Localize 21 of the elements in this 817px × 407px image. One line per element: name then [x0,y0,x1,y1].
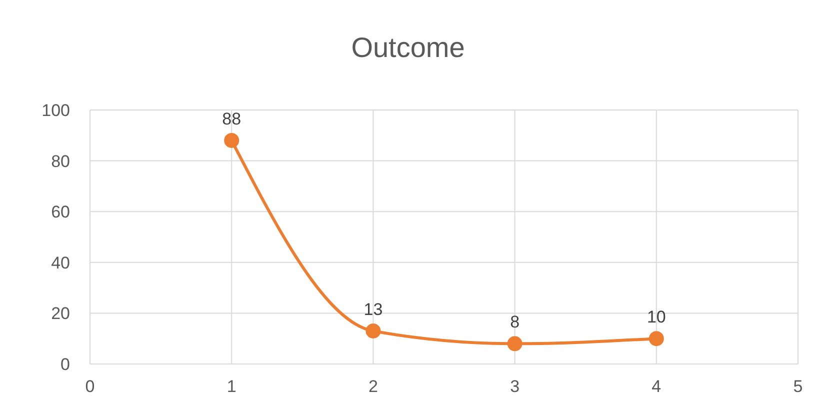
y-tick-label: 20 [51,304,70,324]
y-tick-label: 60 [51,202,70,222]
x-tick-label: 5 [793,377,803,396]
x-tick-label: 0 [85,377,95,396]
x-tick-label: 4 [652,377,662,396]
y-tick-label: 100 [42,101,70,120]
data-label: 10 [646,308,666,327]
point [507,336,522,352]
y-tick-label: 0 [60,355,70,374]
y-tick-label: 40 [51,253,70,272]
point [224,132,240,148]
data-label: 88 [222,109,242,128]
point [366,323,381,338]
chart-title: Outcome [350,31,466,65]
x-tick-label: 2 [368,377,378,396]
y-tick-label: 80 [51,152,70,171]
x-tick-label: 1 [226,377,236,396]
point [648,331,664,346]
data-label: 13 [364,300,383,319]
x-tick-label: 3 [510,377,520,396]
data-label: 8 [510,312,520,332]
